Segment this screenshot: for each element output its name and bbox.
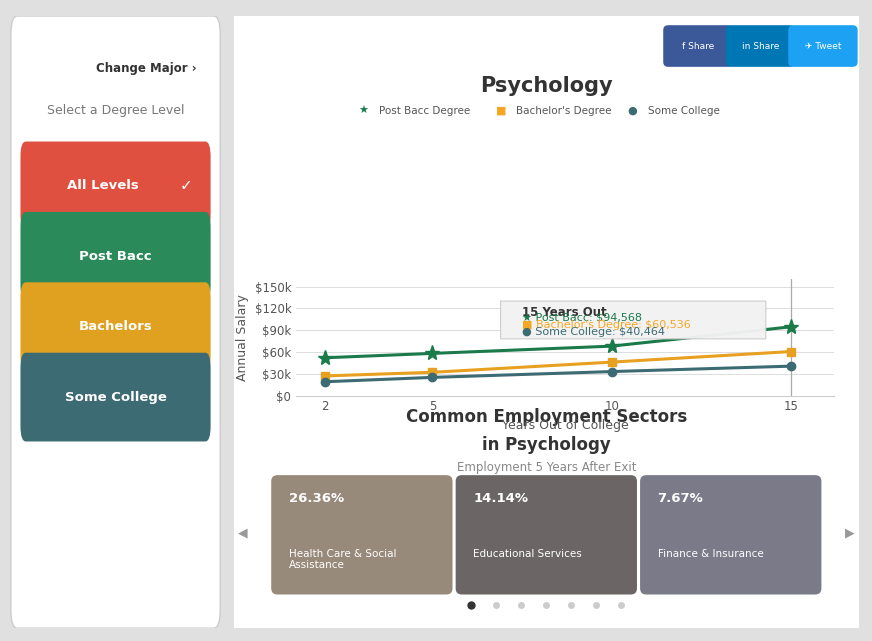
Text: Select a Degree Level: Select a Degree Level	[47, 104, 184, 117]
Text: Common Employment Sectors: Common Employment Sectors	[405, 408, 687, 426]
FancyBboxPatch shape	[664, 25, 732, 67]
Text: Change Major ›: Change Major ›	[96, 62, 197, 74]
Text: ▶: ▶	[845, 527, 855, 540]
Text: Some College: Some College	[648, 106, 719, 116]
Text: ✓: ✓	[180, 178, 193, 194]
Text: Psychology: Psychology	[480, 76, 613, 96]
FancyBboxPatch shape	[20, 212, 211, 301]
FancyBboxPatch shape	[640, 475, 821, 594]
Text: ✈ Tweet: ✈ Tweet	[805, 42, 841, 51]
Text: in Psychology: in Psychology	[482, 435, 610, 454]
Text: Educational Services: Educational Services	[473, 549, 582, 558]
Text: Bachelor's Degree: Bachelor's Degree	[516, 106, 612, 116]
Y-axis label: Annual Salary: Annual Salary	[236, 294, 249, 381]
Text: ■ Bachelor's Degree: $60,536: ■ Bachelor's Degree: $60,536	[522, 320, 691, 330]
Text: ◀: ◀	[238, 527, 248, 540]
X-axis label: Years Out of College: Years Out of College	[501, 419, 629, 432]
Text: ● Some College: $40,464: ● Some College: $40,464	[522, 327, 665, 337]
Text: ●: ●	[628, 106, 637, 116]
Text: Bachelors: Bachelors	[78, 320, 153, 333]
FancyBboxPatch shape	[20, 353, 211, 442]
Text: All Levels: All Levels	[67, 179, 139, 192]
Text: 14.14%: 14.14%	[473, 492, 528, 505]
FancyBboxPatch shape	[788, 25, 858, 67]
Text: ★ Post Bacc: $94,568: ★ Post Bacc: $94,568	[522, 313, 642, 322]
Text: Finance & Insurance: Finance & Insurance	[657, 549, 763, 558]
Text: ■: ■	[496, 106, 507, 116]
Text: in Share: in Share	[742, 42, 780, 51]
Text: ★: ★	[358, 106, 369, 116]
Text: f Share: f Share	[682, 42, 714, 51]
Text: Post Bacc Degree: Post Bacc Degree	[378, 106, 470, 116]
FancyBboxPatch shape	[456, 475, 637, 594]
Text: Some College: Some College	[65, 390, 167, 404]
FancyBboxPatch shape	[20, 282, 211, 371]
FancyBboxPatch shape	[20, 142, 211, 230]
Text: 26.36%: 26.36%	[289, 492, 344, 505]
Text: Health Care & Social
Assistance: Health Care & Social Assistance	[289, 549, 396, 570]
FancyBboxPatch shape	[230, 13, 862, 631]
FancyBboxPatch shape	[501, 301, 766, 339]
Text: Post Bacc: Post Bacc	[79, 250, 152, 263]
Text: Employment 5 Years After Exit: Employment 5 Years After Exit	[457, 462, 636, 474]
Text: 7.67%: 7.67%	[657, 492, 704, 505]
FancyBboxPatch shape	[726, 25, 795, 67]
FancyBboxPatch shape	[271, 475, 453, 594]
Text: 15 Years Out: 15 Years Out	[522, 306, 607, 319]
FancyBboxPatch shape	[10, 16, 221, 628]
